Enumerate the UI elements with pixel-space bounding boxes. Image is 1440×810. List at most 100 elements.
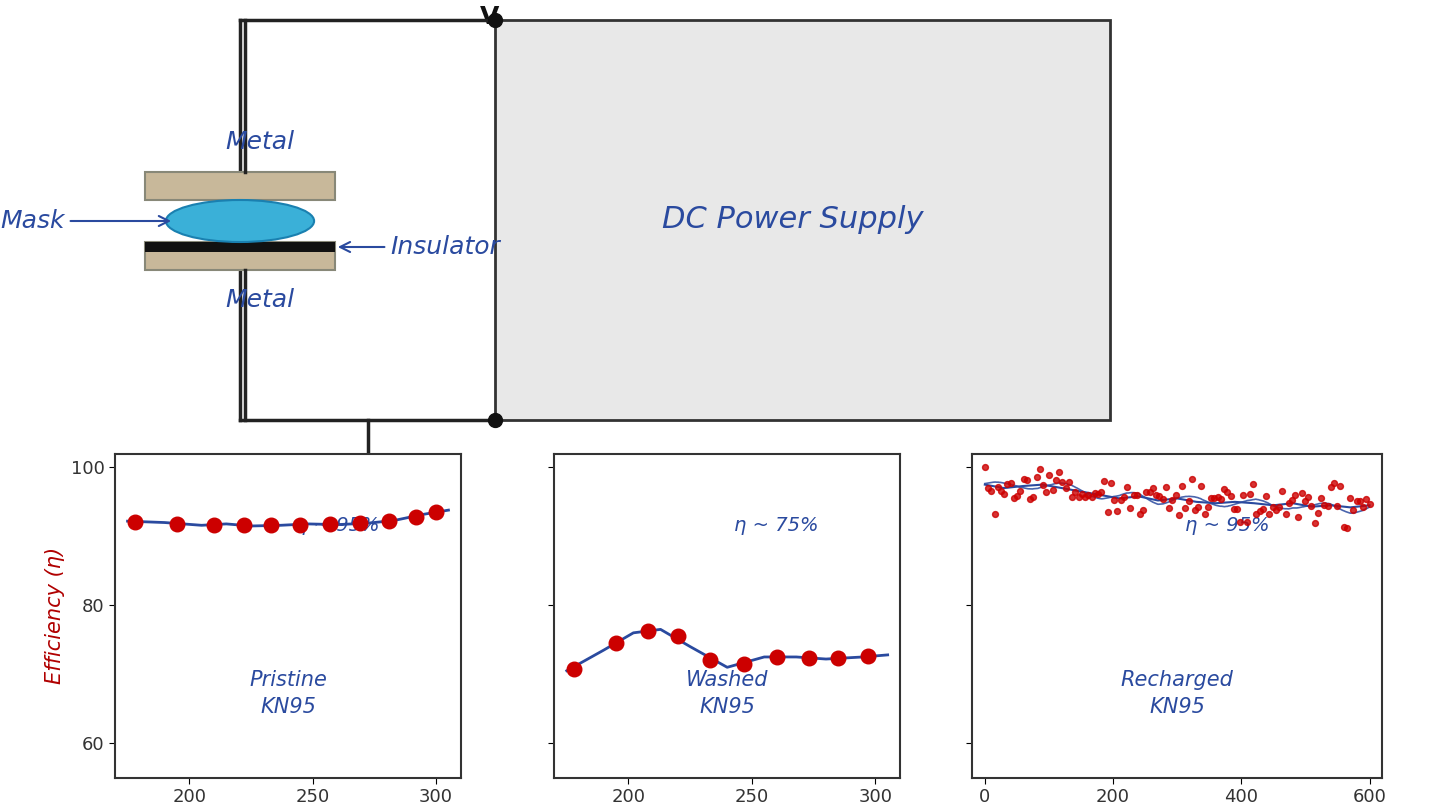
Point <box>1031 479 1054 492</box>
Point <box>405 510 428 523</box>
Point <box>1122 488 1145 501</box>
Point <box>1025 471 1048 484</box>
Point <box>1009 484 1032 497</box>
Point <box>1246 508 1269 521</box>
Point <box>989 484 1012 497</box>
Point <box>289 518 312 531</box>
Point <box>1155 480 1178 493</box>
Point <box>1187 501 1210 514</box>
Point <box>1044 473 1067 486</box>
Point <box>1057 475 1080 488</box>
Point <box>1238 488 1261 501</box>
Bar <box>145 242 336 270</box>
Point <box>1090 485 1113 498</box>
Text: Recharged
KN95: Recharged KN95 <box>1120 670 1234 717</box>
Text: Metal: Metal <box>226 130 295 154</box>
Point <box>1028 462 1051 475</box>
Point <box>698 654 721 667</box>
Point <box>1142 482 1165 495</box>
Point <box>1322 476 1345 489</box>
Point <box>992 487 1015 500</box>
Point <box>1189 480 1212 492</box>
Point <box>1051 475 1074 488</box>
Point <box>1129 508 1152 521</box>
Point <box>124 515 147 528</box>
Point <box>1164 488 1187 501</box>
Point <box>318 518 341 531</box>
Point <box>1099 477 1122 490</box>
Point <box>1161 494 1184 507</box>
Point <box>1207 491 1230 504</box>
Point <box>1061 490 1084 503</box>
Text: η ~ 75%: η ~ 75% <box>734 516 818 535</box>
Point <box>1200 491 1223 504</box>
Point <box>1287 511 1310 524</box>
Point <box>1012 472 1035 485</box>
Point <box>1277 497 1300 509</box>
Point <box>1103 493 1126 506</box>
Point <box>1176 495 1200 508</box>
Point <box>1257 507 1280 520</box>
Point <box>1018 492 1041 505</box>
Point <box>1264 504 1287 517</box>
Point <box>1306 506 1329 519</box>
Point <box>1303 517 1326 530</box>
Point <box>1106 505 1129 518</box>
Point <box>1181 472 1204 485</box>
Point <box>1171 480 1194 492</box>
Point <box>1112 491 1135 504</box>
Point <box>996 478 1020 491</box>
Point <box>1132 503 1155 516</box>
Y-axis label: Efficiency (η): Efficiency (η) <box>45 547 65 684</box>
Point <box>1339 492 1362 505</box>
Point <box>1054 481 1077 494</box>
Point <box>976 482 999 495</box>
Point <box>1326 500 1349 513</box>
Point <box>232 519 255 532</box>
Point <box>1119 501 1142 514</box>
Point <box>1309 491 1332 504</box>
Point <box>1300 500 1323 513</box>
Point <box>1197 501 1220 514</box>
Point <box>1035 486 1058 499</box>
Point <box>1015 474 1038 487</box>
Point <box>1067 491 1090 504</box>
Point <box>1002 492 1025 505</box>
Point <box>1225 503 1248 516</box>
Point <box>1329 480 1352 492</box>
Point <box>857 649 880 662</box>
Point <box>1184 504 1207 517</box>
PathPatch shape <box>166 200 314 242</box>
Point <box>1316 500 1339 513</box>
Point <box>605 637 628 650</box>
Point <box>798 652 821 665</box>
Point <box>1210 492 1233 505</box>
Point <box>425 505 448 518</box>
Point <box>733 658 756 671</box>
Point <box>1048 465 1071 478</box>
Point <box>1236 515 1259 528</box>
Point <box>1070 488 1093 501</box>
Text: Metal: Metal <box>226 288 295 312</box>
Point <box>1241 478 1264 491</box>
Point <box>1319 480 1342 493</box>
Bar <box>495 20 1110 420</box>
Point <box>1158 501 1181 514</box>
Point <box>1077 488 1100 501</box>
Point <box>984 507 1007 520</box>
Point <box>1283 488 1306 501</box>
Point <box>1355 492 1378 505</box>
Bar <box>145 172 336 200</box>
Point <box>203 518 226 531</box>
Point <box>827 651 850 664</box>
Point <box>1358 497 1381 510</box>
Point <box>1313 499 1336 512</box>
Point <box>1093 475 1116 488</box>
Point <box>636 625 660 638</box>
Text: Mask: Mask <box>0 209 168 233</box>
Point <box>1296 491 1319 504</box>
Point <box>259 519 282 532</box>
Point <box>1145 488 1168 501</box>
Point <box>1109 493 1132 506</box>
Text: Washed
KN95: Washed KN95 <box>685 670 769 717</box>
